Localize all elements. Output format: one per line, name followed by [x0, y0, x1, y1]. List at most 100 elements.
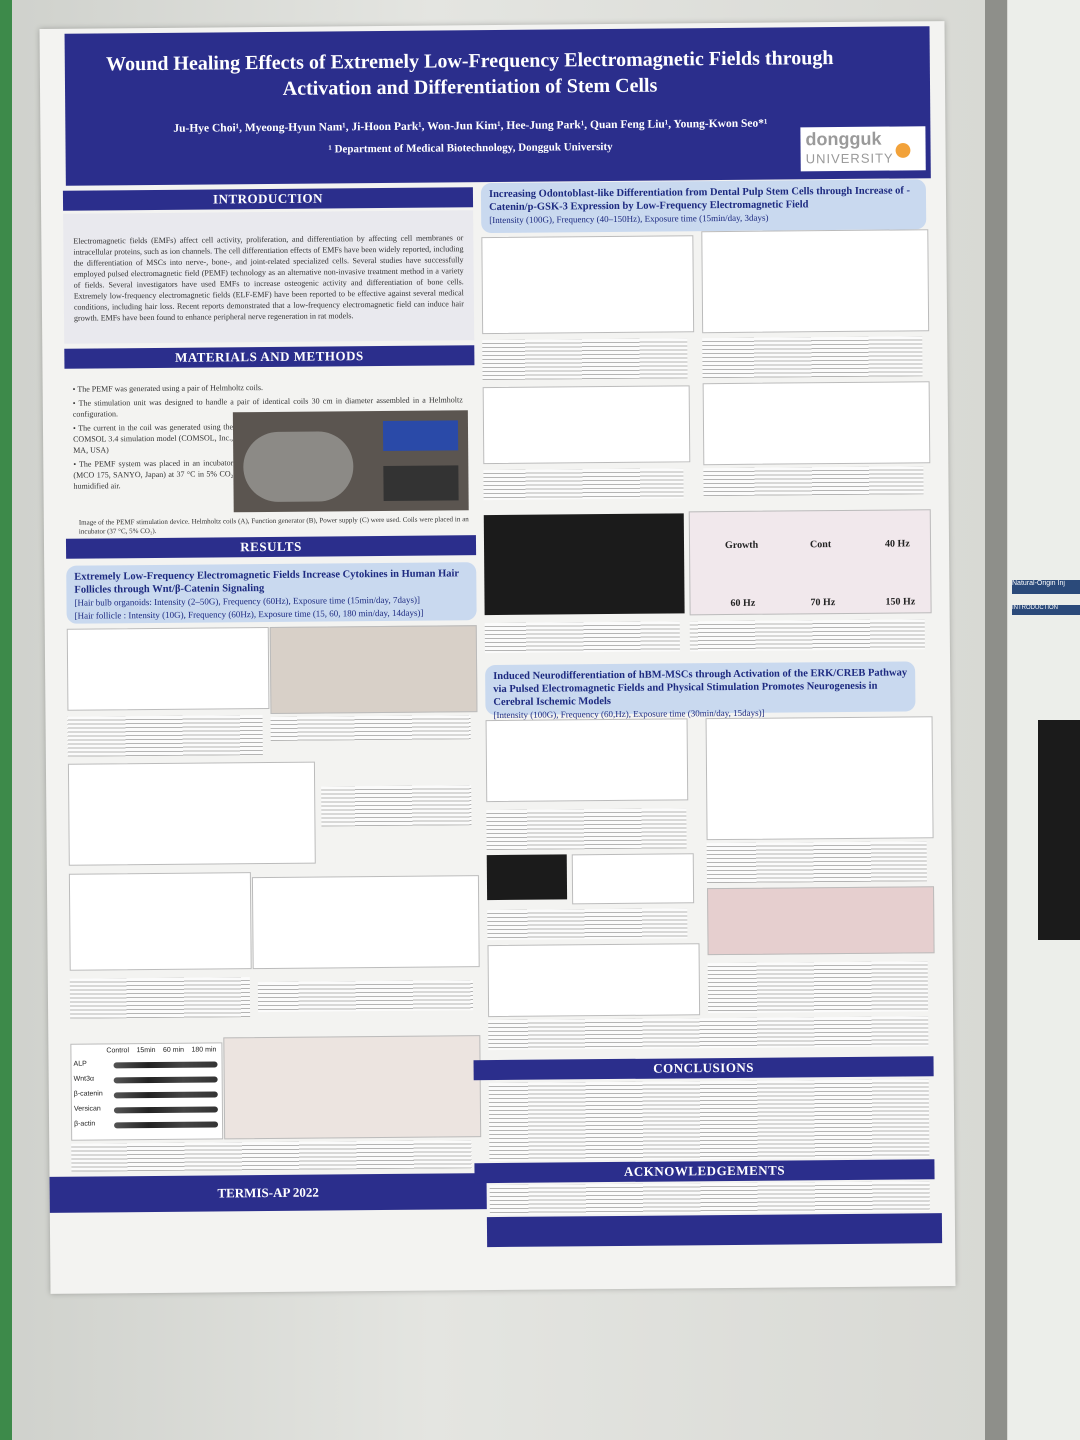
section-heading: CONCLUSIONS — [473, 1056, 934, 1081]
figure — [269, 625, 478, 714]
figure — [223, 1035, 482, 1140]
figure-caption — [486, 808, 687, 851]
blot-band — [113, 1061, 218, 1069]
staining-label: Cont — [809, 539, 832, 551]
authors: Ju-Hye Choi¹, Myeong-Hyun Nam¹, Ji-Hoon … — [173, 117, 768, 135]
blot-row: β-catenin — [74, 1087, 220, 1103]
row-label: β-actin — [74, 1120, 96, 1128]
figure — [483, 513, 685, 616]
bullet: • The PEMF was generated using a pair of… — [72, 383, 264, 394]
figure — [701, 229, 930, 334]
poster: Wound Healing Effects of Extremely Low-F… — [39, 21, 956, 1294]
parameters: [Intensity (100G), Frequency (40–150Hz),… — [489, 212, 769, 226]
bullet-text: The current in the coil was generated us… — [73, 422, 234, 455]
figure-caption — [706, 841, 927, 884]
figure-caption — [488, 1016, 929, 1051]
row-label: Versican — [73, 1105, 101, 1113]
neighbor-title: Natural-Origin Inj — [1012, 580, 1080, 594]
logo-name: dongguk — [805, 128, 882, 150]
figure — [571, 853, 695, 905]
introduction-box: Electromagnetic fields (EMFs) affect cel… — [63, 210, 475, 344]
figure-caption — [483, 468, 684, 501]
acknowledgements-text — [489, 1181, 930, 1216]
results-subtitle-box: Increasing Odontoblast-like Differentiat… — [480, 179, 927, 234]
neighbor-poster-edge — [0, 0, 12, 1440]
figure — [67, 761, 316, 866]
figure-caption — [689, 619, 925, 652]
figure-caption — [703, 466, 924, 497]
figure — [486, 854, 568, 901]
figure — [68, 872, 252, 971]
western-blot: Control 15min 60 min 180 min ALP Wnt3α β-c… — [70, 1042, 224, 1141]
figure-caption — [257, 980, 474, 1013]
column-label: Control — [106, 1047, 130, 1055]
figure — [487, 943, 701, 1018]
logo-sub: UNIVERSITY — [805, 150, 894, 167]
staining-labels: Growth Cont 40 Hz 60 Hz 70 Hz 150 Hz — [690, 510, 930, 609]
column-label: 180 min — [191, 1046, 217, 1054]
logo-mark — [892, 132, 919, 163]
staining-label: 40 Hz — [884, 538, 910, 550]
column-label: 60 min — [162, 1046, 185, 1054]
divider-post — [985, 0, 1007, 1440]
figure-caption — [487, 908, 688, 941]
figure-caption — [707, 961, 929, 1014]
section-heading: MATERIALS AND METHODS — [64, 345, 475, 369]
blot-row: Versican — [74, 1102, 220, 1118]
blot-band — [113, 1076, 218, 1084]
staining-label: 150 Hz — [885, 596, 916, 608]
figure-caption — [270, 715, 471, 741]
conclusions-text — [488, 1079, 930, 1162]
power-supply — [383, 465, 459, 501]
neighbor-heading: INTRODUCTION — [1012, 605, 1080, 615]
coil — [243, 431, 354, 503]
footer: TERMIS-AP 2022 — [49, 1173, 487, 1213]
footer-band — [486, 1213, 943, 1248]
figure — [707, 886, 935, 956]
figure-caption — [67, 715, 263, 757]
section-heading: ACKNOWLEDGEMENTS — [474, 1159, 935, 1184]
parameters: [Hair follicle : Intensity (10G), Freque… — [74, 607, 424, 621]
bullet-text: The PEMF system was placed in an incubat… — [73, 458, 234, 491]
bullet: • The current in the coil was generated … — [72, 422, 234, 455]
row-label: β-catenin — [73, 1090, 103, 1098]
blot-row: Wnt3α — [74, 1072, 220, 1088]
blot-row: ALP — [73, 1057, 219, 1073]
blot-band — [114, 1121, 219, 1129]
figure — [702, 381, 931, 466]
row-label: ALP — [73, 1060, 87, 1068]
figure — [705, 716, 934, 841]
figure — [485, 718, 689, 803]
neighbor-figure — [1038, 720, 1080, 940]
neighbor-poster: Natural-Origin Inj INTRODUCTION — [1008, 0, 1080, 1440]
subtitle: Extremely Low-Frequency Electromagnetic … — [74, 568, 459, 596]
results-subtitle-box: Extremely Low-Frequency Electromagnetic … — [66, 562, 477, 624]
figure-caption — [321, 785, 472, 827]
blot-row: β-actin — [74, 1117, 220, 1133]
methods-caption: Image of the PEMF stimulation device. He… — [78, 515, 469, 536]
column-label: 15min — [136, 1046, 156, 1055]
row-label: Wnt3α — [73, 1075, 95, 1083]
title: Wound Healing Effects of Extremely Low-F… — [106, 47, 834, 100]
section-heading: RESULTS — [65, 535, 477, 559]
header: Wound Healing Effects of Extremely Low-F… — [64, 26, 931, 186]
section-heading: INTRODUCTION — [62, 187, 474, 211]
results-subtitle-box: Induced Neurodifferentiation of hBM-MSCs… — [485, 661, 916, 720]
figure — [481, 235, 695, 335]
bullet: • The PEMF system was placed in an incub… — [73, 458, 234, 491]
figure-caption — [69, 977, 251, 1019]
staining-figure: Growth Cont 40 Hz 60 Hz 70 Hz 150 Hz — [688, 509, 932, 616]
figure-caption — [71, 1140, 472, 1172]
staining-label: 70 Hz — [810, 597, 836, 609]
blot-columns: Control 15min 60 min 180 min — [106, 1046, 216, 1054]
affiliation: ¹ Department of Medical Biotechnology, D… — [328, 140, 613, 156]
figure-caption — [482, 338, 688, 381]
figure-caption — [484, 621, 680, 654]
subtitle: Induced Neurodifferentiation of hBM-MSCs… — [493, 667, 908, 709]
blot-band — [113, 1091, 218, 1099]
blot-rows: ALP Wnt3α β-catenin Versican β-actin — [73, 1057, 220, 1133]
function-generator — [382, 420, 459, 451]
device-photo — [232, 410, 469, 513]
figure — [66, 626, 270, 711]
